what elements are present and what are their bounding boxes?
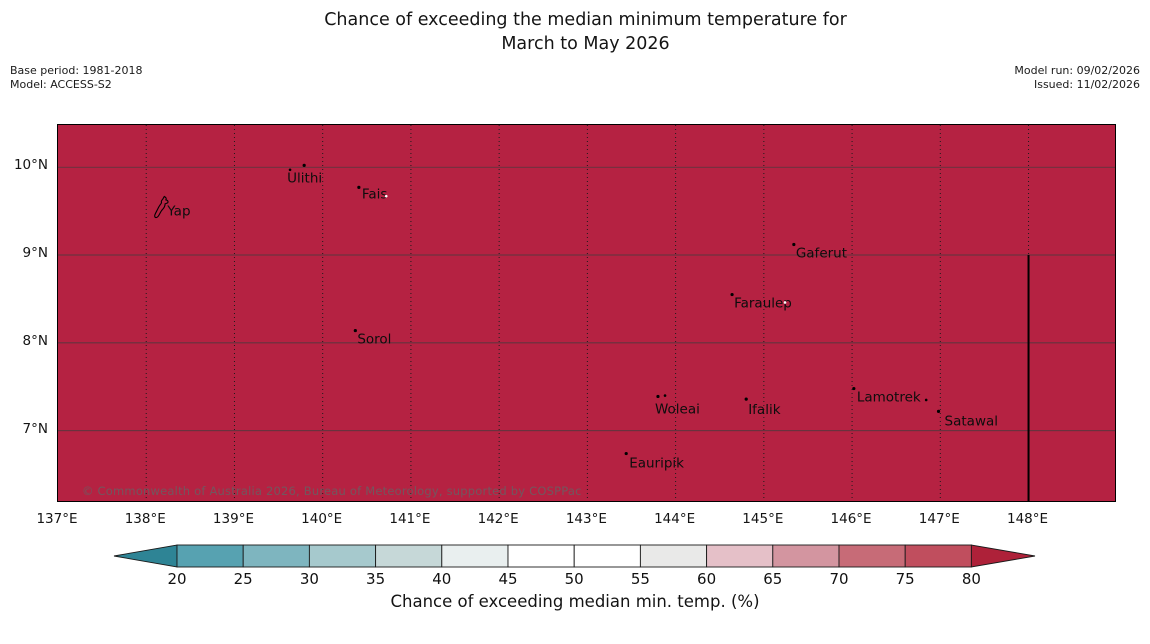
colorbar-segment — [176, 544, 244, 568]
figure-title: Chance of exceeding the median minimum t… — [57, 8, 1114, 56]
yap-island-outline — [154, 195, 169, 219]
colorbar-segment — [639, 544, 708, 568]
latitude-tick-label: 10°N — [13, 157, 48, 174]
island-marker — [357, 185, 361, 189]
colorbar-segment — [706, 544, 774, 568]
islet-speck — [924, 398, 928, 402]
colorbar-tick-label: 25 — [234, 570, 253, 588]
colorbar-segment — [441, 544, 509, 568]
longitude-tick-label: 145°E — [742, 511, 784, 527]
title-line-1: Chance of exceeding the median minimum t… — [324, 10, 847, 30]
longitude-tick-label: 140°E — [301, 511, 343, 527]
island-label: Fais — [362, 186, 388, 202]
island-marker — [730, 292, 734, 297]
island-marker — [656, 394, 660, 399]
island-label: Ulithi — [287, 170, 322, 186]
island-label: Eauripik — [629, 456, 684, 472]
colorbar-tick-label: 75 — [896, 570, 915, 588]
colorbar-tick-label: 35 — [366, 570, 385, 588]
colorbar-tick-label: 80 — [962, 570, 981, 588]
island-marker — [852, 386, 856, 391]
latitude-tick-label: 7°N — [22, 420, 48, 437]
island-label: Woleai — [655, 401, 700, 417]
longitude-tick-label: 144°E — [654, 511, 696, 527]
islet-speck — [783, 301, 787, 304]
colorbar-tick-label: 55 — [631, 570, 650, 588]
islet-speck — [288, 168, 292, 172]
colorbar-tick-label: 60 — [697, 570, 716, 588]
island-marker — [353, 328, 357, 333]
island-marker — [624, 451, 628, 456]
colorbar-under-arrow — [113, 544, 178, 568]
colorbar-segment — [375, 544, 443, 568]
colorbar-tick-label: 30 — [300, 570, 319, 588]
model-run-text: Model run: 09/02/2026 — [1014, 64, 1140, 77]
colorbar-segment — [573, 544, 641, 568]
longitude-tick-label: 139°E — [212, 511, 254, 527]
island-marker — [936, 409, 941, 413]
island-label: Faraulep — [734, 296, 792, 312]
model-info-block: Base period: 1981-2018 Model: ACCESS-S2 — [10, 64, 142, 91]
colorbar-tick-label: 50 — [565, 570, 584, 588]
map-panel: Yap Ulithi Fais Sorol Gaferut Faraulep Woleai I… — [57, 124, 1116, 502]
colorbar-tick-label: 40 — [432, 570, 451, 588]
longitude-tick-label: 148°E — [1007, 511, 1049, 527]
model-name-text: Model: ACCESS-S2 — [10, 77, 112, 91]
island-marker — [302, 163, 306, 168]
longitude-tick-label: 137°E — [36, 511, 78, 527]
colorbar-segment — [904, 544, 972, 568]
longitude-tick-label: 138°E — [124, 511, 166, 527]
latitude-tick-label: 8°N — [22, 332, 48, 349]
longitude-tick-label: 147°E — [918, 511, 960, 527]
longitude-tick-label: 141°E — [389, 511, 431, 527]
colorbar-tick-label: 70 — [829, 570, 848, 588]
copyright-notice: © Commonwealth of Australia 2026, Bureau… — [82, 484, 582, 498]
colorbar-tick-label: 65 — [763, 570, 782, 588]
base-period-text: Base period: 1981-2018 — [10, 64, 143, 77]
island-label: Gaferut — [796, 245, 847, 261]
island-label: Satawal — [945, 413, 998, 429]
islet-speck — [663, 394, 667, 397]
colorbar: 20 25 30 35 40 45 50 55 60 65 70 75 80 — [113, 544, 1036, 588]
colorbar-tick-label: 45 — [498, 570, 517, 588]
colorbar-label: Chance of exceeding median min. temp. (%… — [390, 592, 760, 611]
islet-speck — [384, 194, 388, 198]
longitude-tick-label: 146°E — [830, 511, 872, 527]
longitude-tick-label: 143°E — [565, 511, 607, 527]
colorbar-segment — [838, 544, 906, 568]
island-label: Sorol — [357, 332, 391, 348]
colorbar-over-arrow — [970, 544, 1036, 568]
colorbar-tick-label: 20 — [167, 570, 186, 588]
run-info-block: Model run: 09/02/2026 Issued: 11/02/2026 — [1014, 64, 1140, 91]
colorbar-segment — [242, 544, 310, 568]
colorbar-segment — [772, 544, 840, 568]
island-marker — [792, 242, 796, 247]
colorbar-segment — [308, 544, 377, 568]
colorbar-segment — [507, 544, 575, 568]
island-label: Ifalik — [748, 402, 781, 418]
island-label: Lamotrek — [857, 390, 921, 406]
title-line-2: March to May 2026 — [501, 34, 670, 54]
island-marker — [744, 397, 748, 401]
issued-text: Issued: 11/02/2026 — [1033, 77, 1140, 91]
island-label: Yap — [166, 203, 190, 219]
longitude-tick-label: 142°E — [477, 511, 519, 527]
map-canvas: Yap Ulithi Fais Sorol Gaferut Faraulep Woleai I… — [58, 125, 1115, 501]
latitude-tick-label: 9°N — [22, 245, 48, 262]
